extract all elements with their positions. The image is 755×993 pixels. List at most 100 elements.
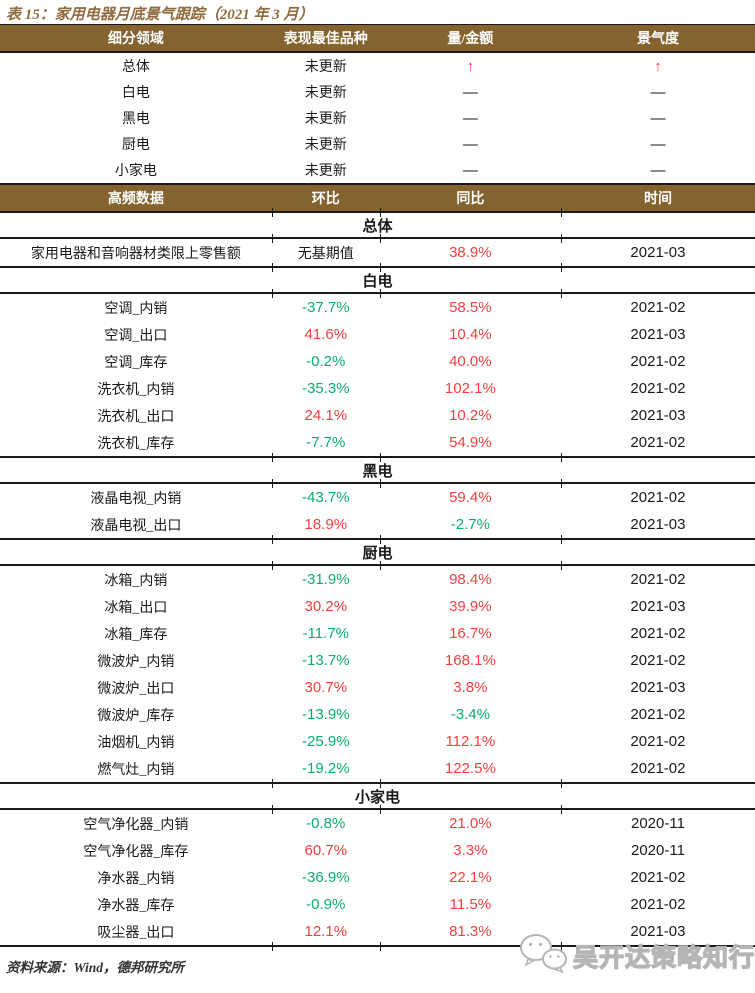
mom-cell: -35.3%: [302, 380, 350, 397]
indicator-cell: 液晶电视_内销: [90, 491, 182, 507]
detail-header-top-rule: [0, 183, 755, 185]
column-tick: [271, 805, 273, 814]
column-tick: [379, 289, 381, 298]
yoy-cell: 3.3%: [453, 842, 488, 859]
column-tick: [271, 561, 273, 570]
yoy-cell: -3.4%: [450, 706, 490, 723]
table-row: 白电 未更新 — —: [0, 79, 755, 105]
date-cell: 2021-02: [630, 571, 686, 588]
column-tick: [379, 779, 381, 788]
date-cell: 2021-03: [630, 407, 686, 424]
table-row: 冰箱_库存 -11.7% 16.7% 2021-02: [0, 620, 755, 647]
segment-cell: 黑电: [121, 112, 150, 127]
date-cell: 2021-02: [630, 299, 686, 316]
table-row: 微波炉_库存 -13.9% -3.4% 2021-02: [0, 701, 755, 728]
header-cell-sentiment: 景气度: [636, 32, 679, 47]
watermark-label: 吴开达策略知行: [572, 944, 755, 972]
indicator-cell: 吸尘器_出口: [97, 925, 175, 941]
section-bottom-rule: [0, 289, 755, 298]
date-cell: 2021-02: [630, 489, 686, 506]
section-top-rule: [0, 208, 755, 217]
yoy-cell: 39.9%: [449, 598, 492, 615]
sentiment-cell: —: [650, 135, 666, 153]
section-band: 总体: [362, 218, 393, 235]
yoy-cell: 3.8%: [453, 679, 488, 696]
mom-cell: 41.6%: [304, 326, 348, 343]
date-cell: 2021-02: [630, 733, 686, 750]
section-top-rule: [0, 779, 755, 788]
indicator-cell: 洗衣机_出口: [97, 409, 175, 425]
table-row: 黑电 未更新 — —: [0, 105, 755, 131]
column-tick: [379, 479, 381, 488]
section-band: 黑电: [362, 463, 393, 480]
column-tick: [271, 535, 273, 544]
date-cell: 2021-02: [630, 380, 686, 397]
column-tick: [379, 453, 381, 462]
indicator-cell: 净水器_内销: [97, 871, 175, 887]
table-row: 洗衣机_内销 -35.3% 102.1% 2021-02: [0, 375, 755, 402]
indicator-cell: 冰箱_库存: [104, 627, 168, 643]
mom-cell: -0.2%: [306, 353, 346, 370]
column-tick: [560, 453, 562, 462]
date-cell: 2021-02: [630, 625, 686, 642]
table-row: 油烟机_内销 -25.9% 112.1% 2021-02: [0, 728, 755, 755]
indicator-cell: 油烟机_内销: [97, 735, 175, 751]
sentiment-cell: ↑: [654, 57, 662, 75]
indicator-cell: 液晶电视_出口: [90, 518, 182, 534]
date-cell: 2021-03: [630, 326, 686, 343]
yoy-cell: 102.1%: [444, 380, 496, 397]
column-tick: [560, 263, 562, 272]
table-bottom-rule: [0, 942, 755, 951]
column-tick: [271, 942, 273, 951]
header-cell-segment: 细分领域: [107, 32, 164, 47]
column-tick: [379, 208, 381, 217]
mom-cell: -19.2%: [302, 760, 350, 777]
yoy-cell: 81.3%: [449, 923, 492, 940]
date-cell: 2021-02: [630, 652, 686, 669]
date-cell: 2021-03: [630, 244, 686, 261]
table-row: 洗衣机_出口 24.1% 10.2% 2021-03: [0, 402, 755, 429]
volume-cell: ↑: [466, 57, 475, 75]
section-top-rule: [0, 453, 755, 462]
table-title: 表 15：家用电器月底景气跟踪（2021 年 3 月）: [6, 7, 314, 23]
mom-cell: -43.7%: [302, 489, 350, 506]
best-variety-cell: 未更新: [304, 86, 347, 101]
mom-cell: 30.7%: [304, 679, 348, 696]
wechat-icon: [516, 932, 570, 979]
summary-header-bar: 细分领域 表现最佳品种 量/金额 景气度: [0, 25, 755, 51]
section-band: 厨电: [362, 545, 393, 562]
mom-cell: -0.8%: [306, 815, 346, 832]
volume-cell: —: [462, 135, 478, 153]
column-tick: [560, 779, 562, 788]
column-tick: [560, 479, 562, 488]
yoy-cell: 122.5%: [444, 760, 496, 777]
indicator-cell: 家用电器和音响器材类限上零售额: [30, 246, 241, 262]
column-tick: [379, 234, 381, 243]
column-tick: [271, 479, 273, 488]
table-row: 空气净化器_库存 60.7% 3.3% 2020-11: [0, 837, 755, 864]
mom-cell: 24.1%: [304, 407, 348, 424]
indicator-cell: 空气净化器_内销: [83, 817, 189, 833]
best-variety-cell: 未更新: [304, 60, 347, 75]
mom-cell: -0.9%: [306, 896, 346, 913]
column-tick: [560, 289, 562, 298]
mom-cell: -13.9%: [302, 706, 350, 723]
section-band: 小家电: [354, 789, 400, 806]
table-row: 小家电 未更新 — —: [0, 157, 755, 183]
header-cell-indicator: 高频数据: [107, 192, 164, 207]
yoy-cell: 38.9%: [449, 244, 492, 261]
date-cell: 2021-02: [630, 896, 686, 913]
yoy-cell: 40.0%: [449, 353, 492, 370]
yoy-cell: 16.7%: [449, 625, 492, 642]
header-cell-best-variety: 表现最佳品种: [283, 32, 368, 47]
section-bottom-rule: [0, 561, 755, 570]
section-top-rule: [0, 535, 755, 544]
yoy-cell: 58.5%: [449, 299, 492, 316]
mom-cell: 无基期值: [297, 246, 354, 262]
column-tick: [271, 208, 273, 217]
watermark: 吴开达策略知行: [516, 932, 755, 979]
table-row: 净水器_库存 -0.9% 11.5% 2021-02: [0, 891, 755, 918]
column-tick: [560, 208, 562, 217]
table-row: 空气净化器_内销 -0.8% 21.0% 2020-11: [0, 810, 755, 837]
date-cell: 2021-02: [630, 434, 686, 451]
